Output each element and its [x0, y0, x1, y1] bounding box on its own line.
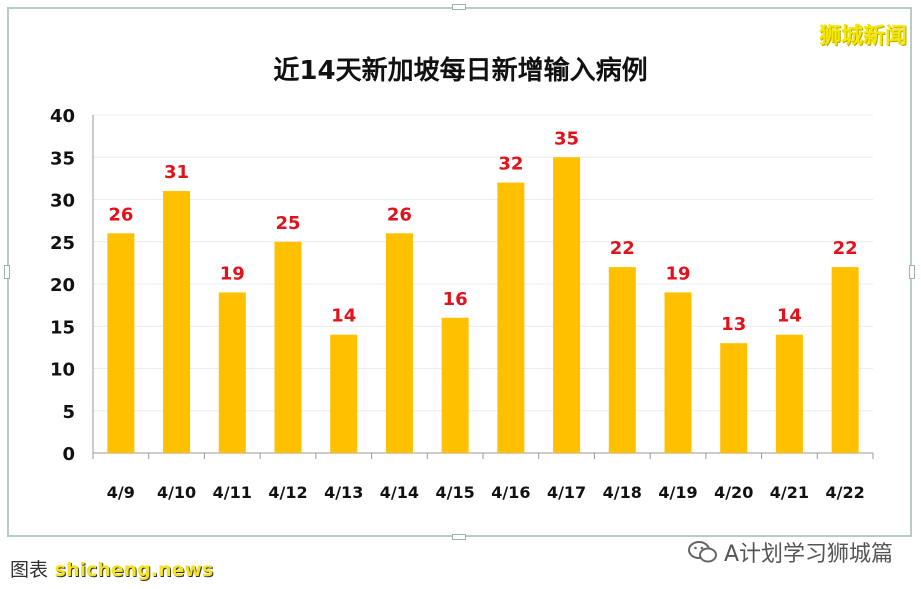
bar: [608, 267, 636, 453]
bar: [831, 267, 859, 453]
data-label: 32: [498, 154, 523, 175]
data-label: 14: [331, 306, 356, 327]
account-name: A计划学习狮城篇: [723, 542, 893, 567]
x-tick-label: 4/14: [380, 483, 419, 502]
y-tick-label: 5: [62, 402, 75, 423]
chart-title: 近14天新加坡每日新增输入病例: [273, 56, 648, 86]
y-tick-label: 35: [50, 148, 75, 169]
data-label: 35: [554, 128, 579, 149]
data-label: 22: [833, 238, 858, 259]
y-tick-label: 20: [50, 275, 75, 296]
x-tick-label: 4/19: [658, 483, 697, 502]
bar: [218, 292, 246, 453]
x-tick-label: 4/10: [157, 483, 196, 502]
y-tick-label: 0: [62, 444, 75, 465]
bar: [553, 157, 581, 453]
data-label: 26: [108, 204, 133, 225]
y-tick-label: 25: [50, 233, 75, 254]
bar: [441, 317, 469, 453]
y-tick-label: 10: [50, 360, 75, 381]
resize-handle-left[interactable]: [4, 265, 10, 279]
x-tick-label: 4/11: [213, 483, 252, 502]
resize-handle-right[interactable]: [909, 265, 915, 279]
x-tick-label: 4/17: [547, 483, 586, 502]
x-tick-label: 4/12: [268, 483, 307, 502]
data-label: 16: [443, 289, 468, 310]
x-tick-label: 4/22: [826, 483, 865, 502]
footer-watermark: 图表 shicheng.news: [10, 555, 213, 582]
x-tick-label: 4/20: [714, 483, 753, 502]
x-tick-label: 4/18: [603, 483, 642, 502]
y-tick-label: 40: [50, 106, 75, 127]
footer-account: A计划学习狮城篇: [687, 536, 893, 568]
data-label: 31: [164, 162, 189, 183]
data-label: 22: [610, 238, 635, 259]
data-label: 26: [387, 204, 412, 225]
bar: [274, 241, 302, 453]
x-tick-label: 4/9: [107, 483, 135, 502]
bar: [497, 182, 525, 453]
footer-prefix: 图表: [10, 559, 49, 581]
data-label: 19: [220, 263, 245, 284]
data-label: 13: [721, 314, 746, 335]
resize-handle-bottom[interactable]: [452, 534, 466, 540]
bar: [385, 233, 413, 453]
bar: [720, 343, 748, 453]
x-tick-label: 4/13: [324, 483, 363, 502]
wechat-icon: [687, 540, 718, 564]
brand-watermark: 狮城新闻: [818, 24, 907, 49]
data-label: 14: [777, 306, 802, 327]
x-tick-label: 4/16: [491, 483, 530, 502]
y-tick-label: 15: [50, 317, 75, 338]
x-tick-label: 4/21: [770, 483, 809, 502]
data-label: 25: [275, 213, 300, 234]
bar: [107, 233, 135, 453]
y-tick-label: 30: [50, 191, 75, 212]
resize-handle-top[interactable]: [452, 4, 466, 10]
bar: [330, 334, 358, 453]
bar: [664, 292, 692, 453]
bar: [163, 191, 191, 454]
footer-site: shicheng.news: [54, 559, 214, 581]
data-label: 19: [665, 263, 690, 284]
x-tick-label: 4/15: [436, 483, 475, 502]
bar: [775, 334, 803, 453]
